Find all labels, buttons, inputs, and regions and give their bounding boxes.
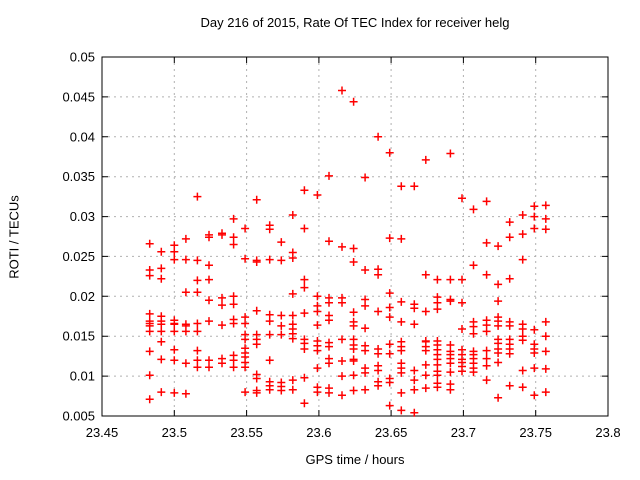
plot-border bbox=[101, 56, 609, 417]
x-tick-label: 23.75 bbox=[519, 425, 552, 440]
y-tick-label: 0.01 bbox=[70, 369, 95, 384]
y-tick-label: 0.04 bbox=[70, 129, 95, 144]
y-tick-label: 0.02 bbox=[70, 289, 95, 304]
x-axis-label: GPS time / hours bbox=[305, 452, 405, 467]
x-tick-label: 23.7 bbox=[451, 425, 476, 440]
y-tick-label: 0.005 bbox=[62, 409, 95, 424]
chart-title: Day 216 of 2015, Rate Of TEC Index for r… bbox=[200, 15, 510, 30]
x-tick-label: 23.6 bbox=[306, 425, 331, 440]
scatter-points bbox=[145, 86, 550, 417]
y-tick-label: 0.035 bbox=[62, 169, 95, 184]
x-tick-label: 23.45 bbox=[86, 425, 119, 440]
y-tick-label: 0.015 bbox=[62, 329, 95, 344]
gridlines bbox=[102, 57, 608, 416]
x-tick-label: 23.5 bbox=[162, 425, 187, 440]
x-tick-label: 23.8 bbox=[595, 425, 620, 440]
y-tick-label: 0.025 bbox=[62, 249, 95, 264]
y-tick-label: 0.045 bbox=[62, 89, 95, 104]
x-tick-label: 23.55 bbox=[230, 425, 263, 440]
axis-ticks bbox=[101, 56, 609, 417]
y-tick-label: 0.05 bbox=[70, 50, 95, 65]
x-tick-label: 23.65 bbox=[375, 425, 408, 440]
y-axis-label: ROTI / TECUs bbox=[6, 195, 22, 279]
y-tick-label: 0.03 bbox=[70, 209, 95, 224]
